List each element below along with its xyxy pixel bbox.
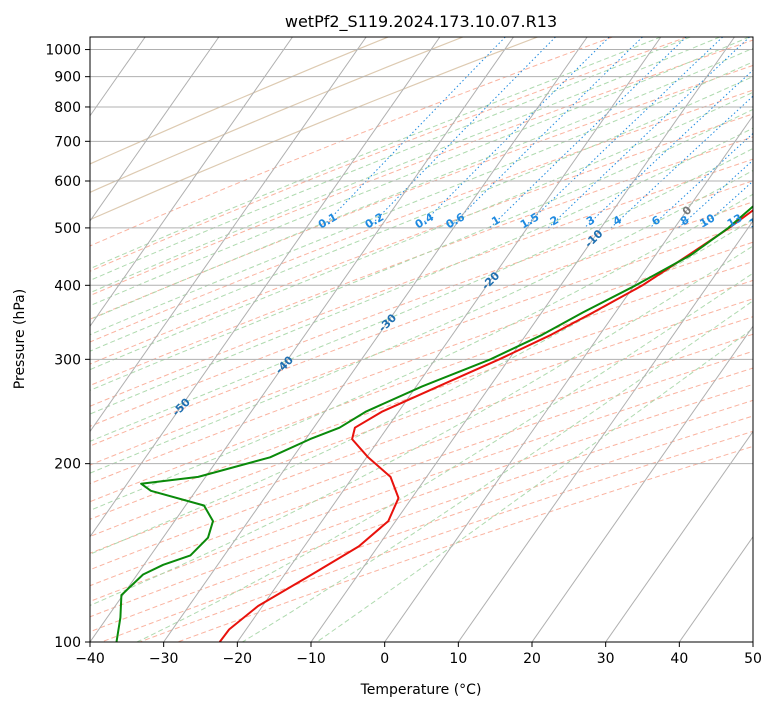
x-tick-label: 50 bbox=[744, 651, 762, 667]
moist-adiabat-line bbox=[90, 37, 750, 307]
axes: −40 −30 −20 −10 0 10 20 30 40 50 100 200 300 400 500 60… bbox=[45, 43, 762, 667]
dry-adiabat-line bbox=[139, 430, 753, 642]
moist-adiabat-line bbox=[316, 327, 753, 642]
moist-adiabat-line bbox=[90, 127, 753, 415]
dry-adiabat-line bbox=[90, 113, 753, 365]
tan-reference-curve bbox=[90, 37, 389, 165]
dry-adiabat-line bbox=[90, 399, 753, 633]
mixing-ratio-line bbox=[367, 37, 556, 229]
mixing-ratio-line bbox=[321, 37, 506, 229]
y-tick-label: 600 bbox=[54, 174, 81, 190]
y-tick-label: 800 bbox=[54, 100, 81, 116]
moist-adiabat-label: 10 bbox=[770, 163, 775, 183]
moist-adiabat-line bbox=[90, 108, 753, 391]
isotherm-line bbox=[163, 37, 588, 642]
isotherm-line bbox=[457, 220, 753, 642]
isotherm-line bbox=[90, 37, 441, 538]
isotherm-line bbox=[384, 114, 753, 642]
isotherm-line bbox=[531, 325, 753, 642]
y-tick-label: 500 bbox=[54, 221, 81, 237]
y-tick-label: 200 bbox=[54, 457, 81, 473]
mixing-ratio-line bbox=[448, 37, 643, 229]
dry-adiabat-line bbox=[90, 158, 753, 407]
x-tick-label: −30 bbox=[149, 651, 179, 667]
y-tick-label: 300 bbox=[54, 352, 81, 368]
dry-adiabat-line bbox=[90, 316, 753, 554]
isotherm-line bbox=[0, 37, 72, 642]
isotherm-line bbox=[90, 37, 220, 222]
moist-adiabat-line bbox=[136, 272, 753, 642]
mixing-ratio-line bbox=[649, 132, 753, 229]
isotherm-line bbox=[90, 37, 367, 433]
dry-adiabat-line bbox=[90, 333, 753, 571]
y-tick-label: 1000 bbox=[45, 43, 81, 59]
mixing-ratio-line bbox=[489, 37, 687, 229]
dry-adiabat-line bbox=[90, 37, 688, 272]
sounding-series bbox=[115, 205, 753, 642]
mixing-ratio-line bbox=[584, 69, 753, 229]
moist-adiabat-line bbox=[90, 37, 691, 281]
mixing-ratio-line bbox=[610, 95, 753, 229]
dry-adiabat-line bbox=[90, 383, 753, 618]
moist-adiabat-line bbox=[90, 37, 661, 270]
chart-title: wetPf2_S119.2024.173.10.07.R13 bbox=[285, 12, 557, 32]
isotherm-line bbox=[752, 641, 753, 642]
x-axis-title: Temperature (°C) bbox=[360, 682, 482, 698]
y-tick-label: 400 bbox=[54, 278, 81, 294]
isotherm-line bbox=[90, 37, 514, 642]
x-tick-label: 10 bbox=[449, 651, 467, 667]
y-tick-label: 100 bbox=[54, 635, 81, 651]
dewpoint-line bbox=[115, 205, 753, 642]
mixing-ratio-line bbox=[417, 37, 610, 229]
dry-adiabat-line bbox=[90, 298, 753, 537]
dry-adiabat-line bbox=[90, 37, 613, 247]
tan-reference-curve bbox=[90, 37, 538, 221]
x-tick-label: −40 bbox=[75, 651, 105, 667]
x-tick-label: 20 bbox=[523, 651, 541, 667]
plot-frame bbox=[89, 36, 754, 643]
moist-adiabat-line bbox=[90, 169, 753, 474]
x-tick-label: 30 bbox=[597, 651, 615, 667]
x-tick-label: 40 bbox=[670, 651, 688, 667]
mixing-ratio-line bbox=[750, 225, 753, 229]
moist-adiabat-line bbox=[242, 300, 753, 642]
plot-background bbox=[90, 37, 753, 642]
y-tick-label: 700 bbox=[54, 134, 81, 150]
y-axis-title: Pressure (hPa) bbox=[12, 289, 28, 389]
x-tick-label: 0 bbox=[380, 651, 389, 667]
dry-adiabat-line bbox=[90, 201, 753, 447]
dry-adiabat-line bbox=[90, 279, 753, 520]
isotherm-line bbox=[90, 37, 293, 328]
y-tick-label: 900 bbox=[54, 70, 81, 86]
isotherm-line bbox=[605, 430, 753, 642]
tan-reference-curve bbox=[90, 37, 464, 194]
background-lines bbox=[0, 37, 753, 642]
temperature-line bbox=[218, 209, 753, 642]
dry-adiabat-line bbox=[101, 415, 753, 642]
x-tick-label: −10 bbox=[296, 651, 326, 667]
x-tick-label: −20 bbox=[223, 651, 253, 667]
mixing-ratio-label: 16 bbox=[747, 211, 767, 230]
isotherm-line bbox=[678, 535, 753, 642]
dry-adiabat-line bbox=[90, 39, 753, 297]
mixing-ratio-label: 20 bbox=[771, 211, 775, 230]
isotherm-line bbox=[310, 37, 735, 642]
isotherm-line bbox=[236, 37, 662, 642]
dry-adiabat-line bbox=[90, 241, 753, 485]
